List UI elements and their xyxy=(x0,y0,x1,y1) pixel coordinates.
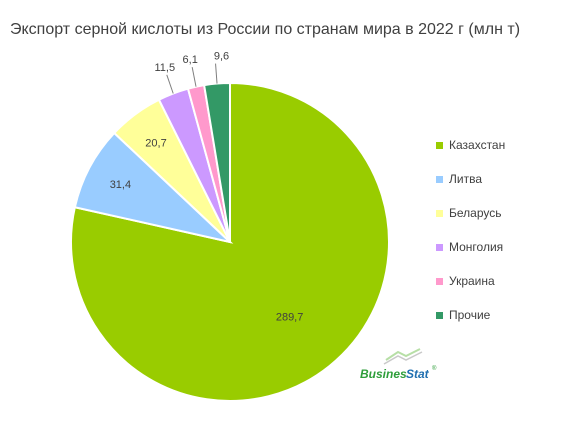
data-label-2: 31,4 xyxy=(110,179,131,191)
data-label-1: 289,7 xyxy=(276,312,304,324)
legend-item-2: Литва xyxy=(436,162,505,196)
chart-title: Экспорт серной кислоты из России по стра… xyxy=(10,21,521,38)
leader-line-6 xyxy=(215,63,218,84)
pie-slice-2 xyxy=(73,131,234,244)
leader-line-5 xyxy=(191,67,197,87)
legend-item-6: Прочие xyxy=(436,298,505,332)
legend-swatch-6 xyxy=(436,311,443,319)
legend-swatch-2 xyxy=(436,175,443,183)
leader-lines xyxy=(166,63,218,94)
data-label-3: 20,7 xyxy=(145,138,166,150)
brand-mark: ® xyxy=(432,365,437,372)
data-label-6: 9,6 xyxy=(214,51,229,63)
legend-label-2: Литва xyxy=(449,172,482,186)
legend-swatch-5 xyxy=(436,277,443,285)
legend-item-3: Беларусь xyxy=(436,196,505,230)
businesstat-logo: Busines Stat ® xyxy=(360,348,440,382)
data-label-4: 11,5 xyxy=(155,62,176,74)
legend-label-6: Прочие xyxy=(449,308,491,322)
legend-label-4: Монголия xyxy=(449,240,504,254)
legend-item-4: Монголия xyxy=(436,230,505,264)
pie-slices xyxy=(70,81,390,402)
legend-item-1: Казахстан xyxy=(436,128,505,162)
brand-part2: Stat xyxy=(406,367,430,381)
pie-slice-6 xyxy=(202,81,231,243)
legend: Казахстан Литва Беларусь Монголия Украина Про… xyxy=(436,128,505,332)
data-label-5: 6,1 xyxy=(183,54,198,66)
brand-part1: Busines xyxy=(360,367,407,381)
legend-label-3: Беларусь xyxy=(449,206,502,220)
data-labels: 289,7 31,4 20,7 11,5 6,1 9,6 xyxy=(110,51,304,324)
legend-swatch-1 xyxy=(436,141,443,149)
leader-line-4 xyxy=(166,74,174,94)
legend-label-1: Казахстан xyxy=(449,138,506,152)
chart-arrow-logo-icon: Busines Stat ® xyxy=(360,348,437,381)
legend-swatch-4 xyxy=(436,243,443,251)
legend-swatch-3 xyxy=(436,209,443,217)
legend-label-5: Украина xyxy=(449,274,495,288)
legend-item-5: Украина xyxy=(436,264,505,298)
